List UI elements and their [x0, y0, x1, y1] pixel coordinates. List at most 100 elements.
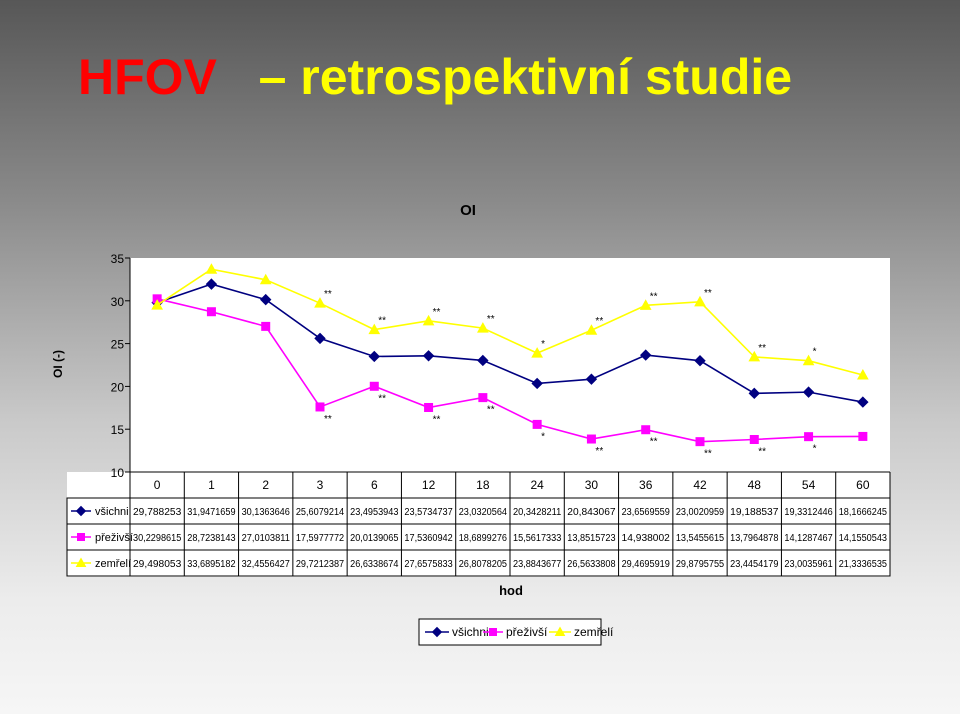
data-point	[205, 278, 218, 290]
table-cell: 27,0103811	[242, 533, 291, 544]
y-axis-title: OI (-)	[51, 350, 65, 378]
table-cell: 29,498053	[133, 559, 182, 570]
significance-label: *	[541, 339, 545, 350]
table-cell: 23,4454179	[730, 559, 779, 570]
table-cell: 14,1287467	[784, 533, 833, 544]
data-point	[694, 295, 706, 307]
x-tick-label: 6	[371, 478, 378, 492]
table-row-label: všichni	[95, 506, 129, 518]
legend-item-label: přeživší	[506, 625, 548, 639]
legend-marker	[489, 628, 497, 636]
table-cell: 14,1550543	[839, 533, 888, 544]
data-point	[640, 349, 652, 361]
table-cell: 30,2298615	[133, 533, 182, 544]
y-tick-label: 10	[111, 466, 125, 480]
table-cell: 17,5977772	[296, 533, 345, 544]
chart-title: OI	[460, 202, 476, 219]
legend-marker	[431, 626, 443, 638]
data-point	[531, 347, 543, 358]
data-point	[804, 432, 814, 442]
table-cell: 33,6895182	[187, 559, 236, 570]
data-point	[424, 402, 434, 412]
data-point	[802, 354, 815, 366]
data-point	[151, 299, 163, 310]
data-point	[641, 425, 651, 435]
significance-label: *	[813, 347, 817, 358]
data-point	[532, 419, 542, 429]
slide-title-red: HFOV	[78, 49, 217, 105]
data-point	[857, 368, 869, 380]
significance-label: **	[650, 291, 658, 302]
x-axis-title: hod	[499, 583, 523, 598]
x-tick-label: 60	[856, 478, 870, 492]
data-point	[802, 386, 815, 398]
significance-label: *	[813, 444, 817, 455]
table-cell: 21,3336535	[839, 559, 888, 570]
table-row-label: přeživší	[95, 532, 133, 544]
table-row-label: zemřelí	[95, 558, 131, 570]
data-point	[478, 393, 488, 403]
table-cell: 17,5360942	[404, 533, 453, 544]
data-point	[857, 396, 869, 408]
x-tick-label: 30	[585, 478, 599, 492]
significance-label: **	[595, 316, 603, 327]
data-point	[748, 387, 760, 400]
data-point	[259, 273, 272, 285]
series-line	[156, 283, 864, 403]
table-cell: 29,8795755	[676, 559, 725, 570]
significance-label: **	[487, 314, 495, 325]
y-tick-label: 35	[111, 252, 125, 266]
table-cell: 23,0020959	[676, 507, 725, 518]
table-cell: 18,6899276	[459, 533, 508, 544]
table-cell: 23,0320564	[459, 507, 508, 518]
slide-title-yellow: – retrospektivní studie	[258, 49, 793, 105]
data-point	[695, 437, 705, 447]
data-point	[261, 321, 271, 331]
data-point	[477, 322, 489, 333]
data-point	[748, 350, 761, 362]
x-tick-label: 24	[530, 478, 544, 492]
legend-item-label: zemřelí	[574, 625, 614, 639]
significance-label: **	[487, 405, 495, 416]
data-point	[694, 354, 706, 367]
significance-label: **	[433, 414, 441, 425]
significance-label: **	[704, 288, 712, 299]
data-point	[749, 435, 759, 445]
significance-label: *	[541, 431, 545, 442]
x-tick-label: 12	[422, 478, 436, 492]
table-cell: 30,1363646	[242, 507, 291, 518]
x-tick-label: 36	[639, 478, 653, 492]
legend-item-label: všichni	[452, 625, 489, 639]
table-cell: 26,8078205	[459, 559, 508, 570]
table-cell: 19,188537	[730, 507, 779, 518]
data-point	[585, 373, 598, 385]
y-tick-label: 25	[111, 338, 125, 352]
data-point	[477, 354, 489, 367]
table-cell: 29,788253	[133, 507, 182, 518]
significance-label: **	[378, 316, 386, 327]
significance-label: **	[595, 446, 603, 457]
table-cell: 23,0035961	[784, 559, 833, 570]
data-point	[206, 307, 216, 317]
table-cell: 23,8843677	[513, 559, 562, 570]
data-point	[314, 332, 326, 345]
data-point	[858, 431, 868, 441]
table-cell: 23,5734737	[404, 507, 453, 518]
table-cell: 20,843067	[567, 507, 616, 518]
table-row-key-marker	[75, 557, 87, 567]
table-cell: 27,6575833	[404, 559, 453, 570]
table-row-key-marker	[75, 505, 87, 517]
y-tick-label: 30	[111, 295, 125, 309]
table-cell: 23,4953943	[350, 507, 399, 518]
table-cell: 25,6079214	[296, 507, 345, 518]
data-point	[639, 299, 652, 310]
table-cell: 14,938002	[622, 533, 671, 544]
significance-label: **	[704, 449, 712, 460]
table-cell: 13,8515723	[567, 533, 616, 544]
slide-title: HFOV – retrospektivní studie	[78, 52, 792, 102]
table-cell: 20,0139065	[350, 533, 399, 544]
x-tick-label: 18	[476, 478, 490, 492]
x-tick-label: 1	[208, 478, 215, 492]
table-cell: 26,5633808	[567, 559, 616, 570]
significance-label: **	[758, 343, 766, 354]
